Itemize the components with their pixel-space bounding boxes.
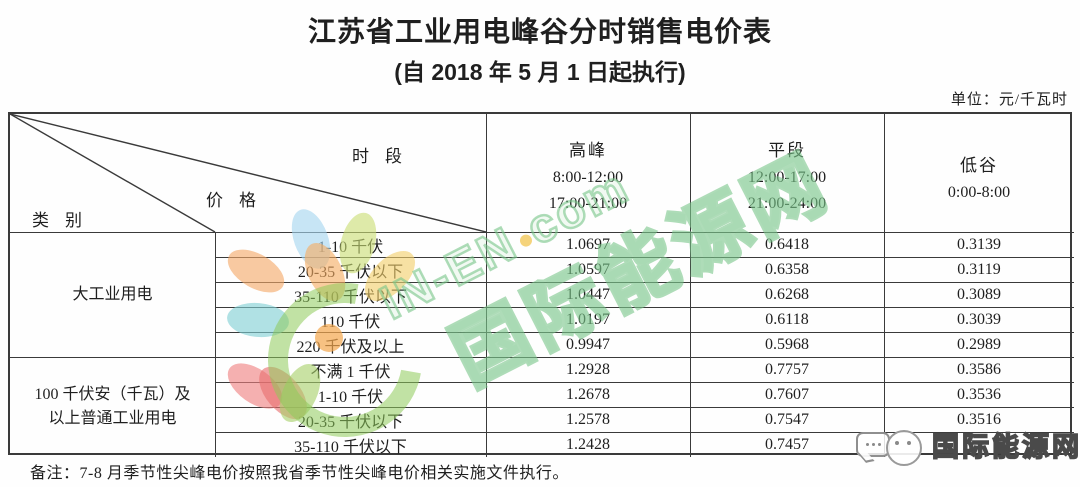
valley-price-cell: 0.3119 [957, 260, 1001, 278]
grid-line [215, 432, 1074, 433]
voltage-cell: 20-35 千伏以下 [297, 413, 404, 431]
peak-time-range-1: 8:00-12:00 [552, 169, 624, 186]
grid-line [215, 257, 1074, 258]
site-logo-text: 国际能源网 [931, 431, 1080, 463]
footnote: 备注：7-8 月季节性尖峰电价按照我省季节性尖峰电价相关实施文件执行。 [30, 465, 569, 482]
voltage-cell: 35-110 千伏以下 [294, 438, 407, 456]
voltage-cell: 1-10 千伏 [317, 388, 384, 406]
flat-price-cell: 0.7547 [765, 410, 809, 428]
flat-price-cell: 0.6418 [765, 235, 809, 253]
price-table: 时段 价格 类别 高峰 8:00-12:00 17:00-21:00 平段 12… [8, 112, 1074, 457]
voltage-cell: 220 千伏及以上 [296, 338, 405, 356]
column-header-peak: 高峰 8:00-12:00 17:00-21:00 [486, 114, 690, 232]
category-label-line: 大工业用电 [72, 285, 153, 303]
category-label-line: 100 千伏安（千瓦）及 [34, 386, 191, 403]
voltage-cell: 不满 1 千伏 [310, 363, 391, 381]
valley-price-cell: 0.3536 [957, 385, 1001, 403]
peak-price-cell: 1.0447 [566, 285, 610, 303]
grid-line [215, 407, 1074, 408]
flat-price-cell: 0.6358 [765, 260, 809, 278]
peak-time-range-2: 17:00-21:00 [548, 195, 628, 212]
page-title: 江苏省工业用电峰谷分时销售电价表 [307, 16, 772, 47]
peak-price-cell: 1.2678 [566, 385, 610, 403]
unit-label: 单位：元/千瓦时 [950, 92, 1068, 108]
flat-price-cell: 0.6268 [765, 285, 809, 303]
voltage-cell: 20-35 千伏以下 [297, 263, 404, 281]
grid-line [10, 232, 1074, 233]
corner-label-time: 时段 [352, 147, 418, 166]
flat-price-cell: 0.7457 [765, 435, 809, 453]
valley-time-range: 0:00-8:00 [947, 183, 1011, 201]
page-subtitle: (自 2018 年 5 月 1 日起执行) [394, 59, 686, 85]
flat-price-cell: 0.7607 [765, 385, 809, 403]
voltage-cell: 110 千伏 [320, 313, 381, 331]
column-header-flat: 平段 12:00-17:00 21:00-24:00 [690, 114, 884, 232]
peak-price-cell: 1.2428 [566, 435, 610, 453]
valley-price-cell: 0.3586 [957, 360, 1001, 378]
category-ordinary-industry: 100 千伏安（千瓦）及 以上普通工业用电 [10, 357, 215, 457]
grid-line [215, 282, 1074, 283]
site-logo: 国际能源网 [856, 424, 1080, 466]
flat-price-cell: 0.6118 [765, 310, 809, 328]
grid-line [215, 382, 1074, 383]
valley-price-cell: 0.3139 [957, 235, 1001, 253]
valley-price-cell: 0.3089 [957, 285, 1001, 303]
grid-line [215, 307, 1074, 308]
peak-header-label: 高峰 [569, 141, 607, 160]
category-large-industry: 大工业用电 [10, 232, 215, 357]
valley-header-label: 低谷 [960, 155, 998, 175]
column-header-valley: 低谷 0:00-8:00 [884, 114, 1074, 232]
corner-label-price: 价格 [206, 191, 272, 210]
corner-label-category: 类别 [32, 211, 98, 230]
valley-price-cell: 0.3039 [957, 310, 1001, 328]
flat-time-range-2: 21:00-24:00 [747, 195, 827, 212]
peak-price-cell: 1.0597 [566, 260, 610, 278]
grid-line [884, 114, 885, 457]
peak-price-cell: 1.2578 [566, 410, 610, 428]
category-label-line: 以上普通工业用电 [48, 410, 177, 427]
face-icon [886, 430, 922, 466]
valley-price-cell: 0.2989 [957, 335, 1001, 353]
corner-header-cell: 时段 价格 类别 [10, 114, 486, 232]
flat-price-cell: 0.5968 [765, 335, 809, 353]
flat-price-cell: 0.7757 [765, 360, 809, 378]
grid-line [10, 357, 1074, 358]
flat-header-label: 平段 [768, 141, 806, 160]
grid-line [690, 114, 691, 457]
valley-price-cell: 0.3516 [957, 410, 1001, 428]
voltage-cell: 1-10 千伏 [317, 238, 384, 256]
grid-line [486, 114, 487, 457]
peak-price-cell: 1.2928 [566, 360, 610, 378]
peak-price-cell: 0.9947 [566, 335, 610, 353]
flat-time-range-1: 12:00-17:00 [747, 169, 827, 186]
peak-price-cell: 1.0697 [566, 235, 610, 253]
speech-bubble-icon [856, 431, 890, 457]
grid-line [215, 332, 1074, 333]
voltage-cell: 35-110 千伏以下 [294, 288, 407, 306]
grid-line [215, 232, 216, 457]
diagonal-divider-lines [10, 114, 486, 232]
peak-price-cell: 1.0197 [566, 310, 610, 328]
